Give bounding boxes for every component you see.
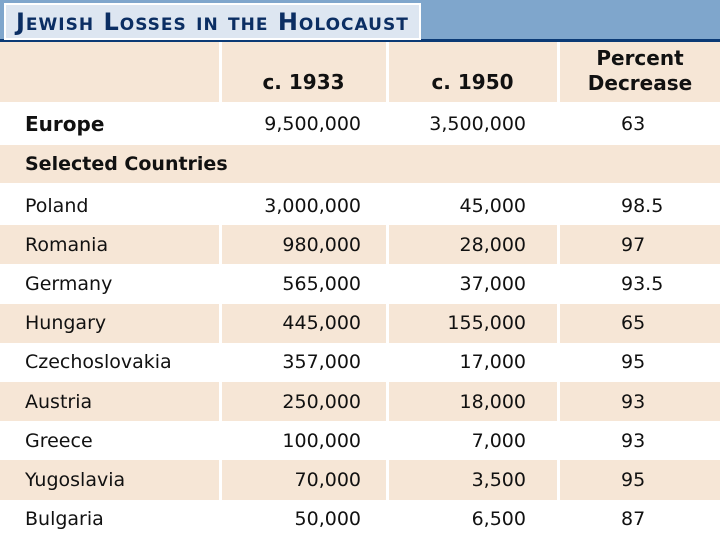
country-name: Hungary <box>25 312 107 335</box>
title-bar: Jewish Losses in the Holocaust <box>0 0 720 42</box>
country-percent: 93 <box>621 429 646 452</box>
country-c1933: 100,000 <box>282 429 361 452</box>
europe-c1950: 3,500,000 <box>429 112 526 135</box>
column-divider <box>386 264 389 304</box>
country-name: Czechoslovakia <box>25 351 172 374</box>
country-c1950: 155,000 <box>447 312 526 335</box>
column-divider <box>219 186 222 226</box>
column-divider <box>386 42 389 102</box>
header-percent-line2: Decrease <box>587 71 693 95</box>
column-divider <box>557 499 560 539</box>
country-name: Romania <box>25 233 109 256</box>
column-divider <box>219 499 222 539</box>
column-divider <box>557 264 560 304</box>
country-c1950: 28,000 <box>459 233 526 256</box>
column-divider <box>386 186 389 226</box>
page-title: Jewish Losses in the Holocaust <box>16 7 409 36</box>
country-percent: 97 <box>621 233 646 256</box>
header-c1933: c. 1933 <box>262 70 345 94</box>
table-row: Germany 565,000 37,000 93.5 <box>0 264 720 304</box>
country-percent: 95 <box>621 468 646 491</box>
country-percent: 95 <box>621 351 646 374</box>
country-percent: 93 <box>621 390 646 413</box>
column-divider <box>386 225 389 265</box>
country-c1950: 6,500 <box>471 508 526 531</box>
column-divider <box>219 303 222 343</box>
country-c1933: 250,000 <box>282 390 361 413</box>
header-region <box>0 42 220 102</box>
header-c1950: c. 1950 <box>431 70 514 94</box>
country-name: Bulgaria <box>25 508 104 531</box>
column-divider <box>386 499 389 539</box>
column-divider <box>219 342 222 382</box>
country-c1933: 565,000 <box>282 272 361 295</box>
country-percent: 93.5 <box>621 272 664 295</box>
europe-label: Europe <box>25 111 105 136</box>
country-name: Greece <box>25 429 93 452</box>
table-header-row: c. 1933 c. 1950 Percent Decrease <box>0 42 720 102</box>
table-row: Poland 3,000,000 45,000 98.5 <box>0 186 720 226</box>
country-c1933: 70,000 <box>294 468 361 491</box>
country-name: Poland <box>25 194 89 217</box>
europe-percent: 63 <box>621 112 646 135</box>
column-divider <box>557 421 560 461</box>
country-percent: 65 <box>621 312 646 335</box>
column-divider <box>386 303 389 343</box>
country-c1933: 3,000,000 <box>264 194 361 217</box>
losses-table: c. 1933 c. 1950 Percent Decrease Europe … <box>0 42 720 540</box>
column-divider <box>219 225 222 265</box>
column-divider <box>219 42 222 102</box>
table-row: Greece 100,000 7,000 93 <box>0 421 720 461</box>
column-divider <box>557 460 560 500</box>
column-divider <box>386 105 389 142</box>
column-divider <box>557 303 560 343</box>
country-c1950: 45,000 <box>459 194 526 217</box>
country-name: Germany <box>25 272 113 295</box>
column-divider <box>219 421 222 461</box>
header-percent-decrease: Percent Decrease <box>560 42 720 102</box>
country-name: Yugoslavia <box>25 468 126 491</box>
section-header-row: Selected Countries <box>0 145 720 183</box>
header-percent-line1: Percent <box>596 46 684 70</box>
country-c1950: 3,500 <box>471 468 526 491</box>
column-divider <box>557 42 560 102</box>
country-c1933: 445,000 <box>282 312 361 335</box>
column-divider <box>557 342 560 382</box>
table-row: Austria 250,000 18,000 93 <box>0 382 720 422</box>
country-c1950: 7,000 <box>471 429 526 452</box>
country-c1950: 18,000 <box>459 390 526 413</box>
europe-c1933: 9,500,000 <box>264 112 361 135</box>
table-row: Czechoslovakia 357,000 17,000 95 <box>0 342 720 382</box>
country-c1950: 37,000 <box>459 272 526 295</box>
column-divider <box>386 382 389 422</box>
column-divider <box>219 460 222 500</box>
country-percent: 98.5 <box>621 194 664 217</box>
country-c1933: 357,000 <box>282 351 361 374</box>
column-divider <box>557 382 560 422</box>
column-divider <box>557 225 560 265</box>
column-divider <box>386 421 389 461</box>
country-c1950: 17,000 <box>459 351 526 374</box>
country-percent: 87 <box>621 508 646 531</box>
country-c1933: 50,000 <box>294 508 361 531</box>
column-divider <box>386 342 389 382</box>
column-divider <box>557 105 560 142</box>
table-row: Yugoslavia 70,000 3,500 95 <box>0 460 720 500</box>
column-divider <box>557 186 560 226</box>
title-plate: Jewish Losses in the Holocaust <box>4 3 421 40</box>
section-label: Selected Countries <box>25 153 228 175</box>
table-row: Romania 980,000 28,000 97 <box>0 225 720 265</box>
country-c1933: 980,000 <box>282 233 361 256</box>
country-name: Austria <box>25 390 93 413</box>
column-divider <box>386 460 389 500</box>
column-divider <box>219 264 222 304</box>
column-divider <box>219 382 222 422</box>
europe-row: Europe 9,500,000 3,500,000 63 <box>0 105 720 142</box>
table-row: Bulgaria 50,000 6,500 87 <box>0 499 720 539</box>
column-divider <box>219 105 222 142</box>
table-row: Hungary 445,000 155,000 65 <box>0 303 720 343</box>
